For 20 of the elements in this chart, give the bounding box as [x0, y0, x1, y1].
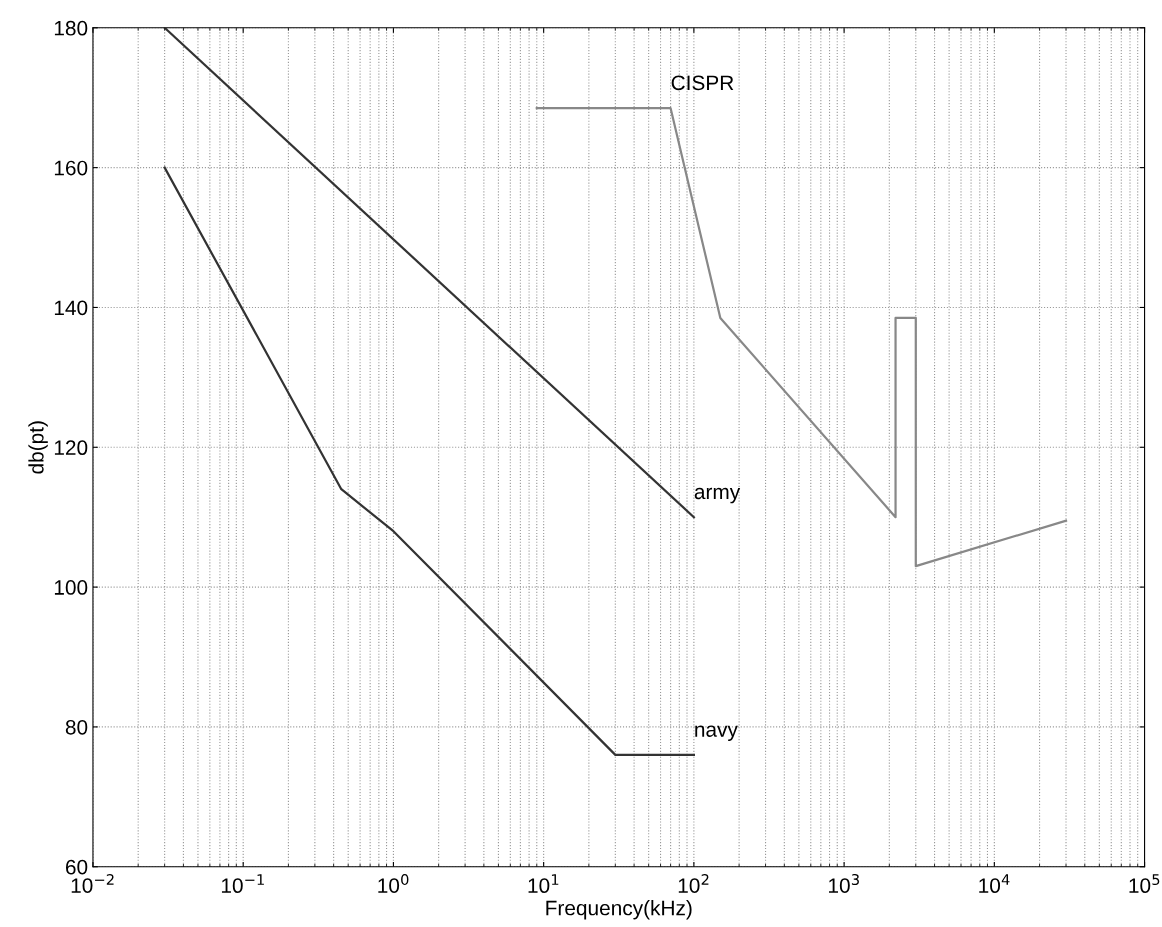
y-tick-label: 80	[65, 719, 88, 735]
y-tick-label: 140	[54, 300, 88, 316]
series-label: navy	[695, 725, 738, 741]
x-tick-label: 10$^{−1}$	[221, 874, 264, 894]
y-tick-label: 180	[54, 20, 88, 36]
x-tick-label: 10$^{0}$	[378, 874, 409, 893]
y-tick-label: 160	[54, 160, 88, 176]
series-label: CISPR	[671, 75, 734, 91]
series-label: army	[694, 487, 741, 504]
x-tick-label: 10$^{3}$	[829, 874, 859, 893]
x-tick-label: 10$^{2}$	[678, 874, 709, 893]
x-tick-label: 10$^{1}$	[528, 874, 559, 894]
x-tick-label: 10$^{4}$	[979, 874, 1010, 894]
y-tick-label: 120	[54, 440, 88, 456]
x-axis-title: Frequency(kHz)	[546, 900, 692, 920]
y-axis-title: db(pt)	[28, 421, 48, 474]
x-tick-label: 10$^{−2}$	[71, 874, 114, 893]
x-tick-label: 10$^{5}$	[1129, 874, 1160, 894]
y-tick-label: 100	[54, 580, 88, 595]
y-tick-label: 60	[65, 859, 88, 875]
